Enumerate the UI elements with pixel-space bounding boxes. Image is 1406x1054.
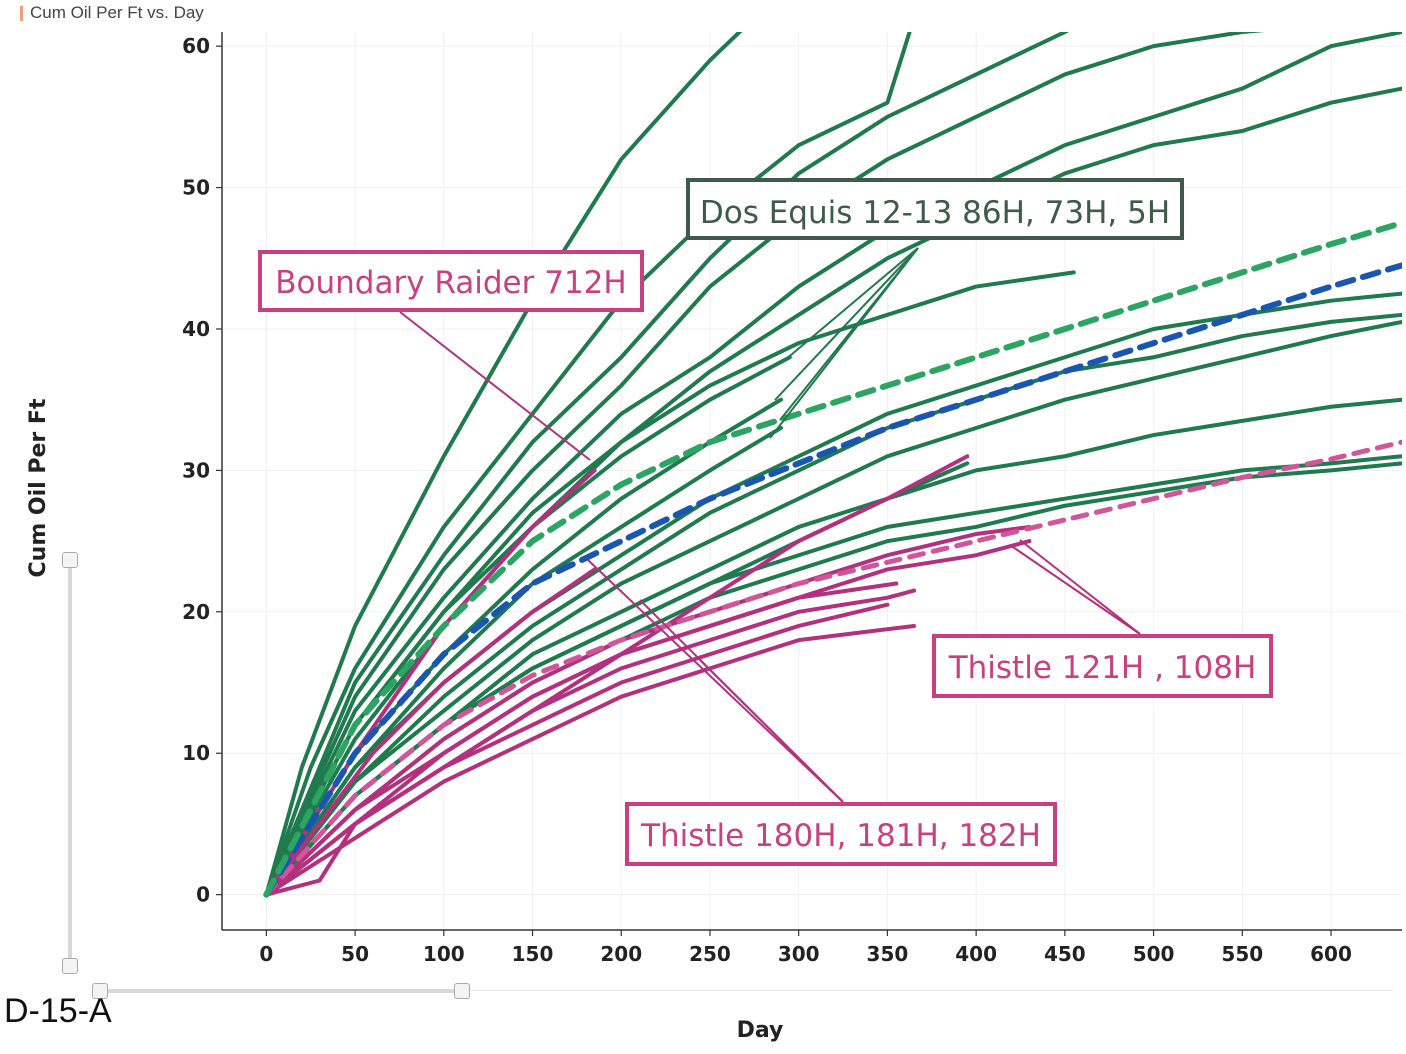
document-id: D-15-A: [4, 992, 112, 1030]
callout-dos-equis: Dos Equis 12-13 86H, 73H, 5H: [686, 178, 1184, 240]
green-type-curve: [263, 219, 1402, 898]
x-tick-label: 350: [867, 942, 909, 966]
y-tick-label: 10: [182, 741, 210, 765]
x-tick-label: 400: [955, 942, 997, 966]
x-slider-rail: [463, 990, 1393, 991]
callout-leader-line: [1009, 544, 1141, 635]
x-tick-label: 250: [689, 942, 731, 966]
callout-leader-line: [769, 247, 919, 439]
x-tick-label: 500: [1133, 942, 1175, 966]
y-slider-bottom-handle[interactable]: [62, 958, 78, 974]
callout-thistle-121-108: Thistle 121H , 108H: [932, 634, 1273, 698]
blue-type-curve: [263, 262, 1402, 898]
x-axis-label: Day: [737, 1018, 784, 1043]
callout-thistle-180-182: Thistle 180H, 181H, 182H: [625, 802, 1057, 866]
x-tick-label: 100: [423, 942, 465, 966]
magenta-well-line: [264, 623, 917, 897]
magenta-well-line: [264, 567, 597, 897]
green-well-line: [264, 32, 1402, 897]
y-axis-label: Cum Oil Per Ft: [26, 398, 51, 577]
y-tick-label: 20: [182, 600, 210, 624]
y-tick-label: 0: [196, 883, 210, 907]
y-tick-label: 60: [182, 34, 210, 58]
y-tick-label: 50: [182, 176, 210, 200]
x-tick-label: 550: [1221, 942, 1263, 966]
chart-title: Cum Oil Per Ft vs. Day: [30, 3, 204, 22]
title-marker: [20, 6, 23, 21]
green-well-line: [264, 32, 1070, 897]
x-tick-label: 600: [1310, 942, 1352, 966]
green-well-line: [264, 319, 1402, 897]
x-tick-label: 150: [512, 942, 554, 966]
callout-leader-line: [784, 247, 919, 361]
callout-boundary-raider: Boundary Raider 712H: [258, 250, 644, 312]
x-tick-label: 300: [778, 942, 820, 966]
y-slider-top-handle[interactable]: [62, 552, 78, 568]
x-tick-label: 450: [1044, 942, 1086, 966]
pink-type-curve: [263, 439, 1402, 898]
callout-leader-line: [774, 247, 919, 401]
x-axis-range-slider[interactable]: [98, 989, 463, 993]
x-tick-label: 50: [341, 942, 369, 966]
magenta-well-line: [264, 602, 890, 897]
green-well-line: [264, 32, 743, 897]
y-tick-label: 40: [182, 317, 210, 341]
callout-leader-line: [699, 659, 844, 803]
magenta-well-line: [264, 581, 899, 897]
green-well-line: [264, 270, 1076, 897]
x-tick-label: 200: [600, 942, 642, 966]
callout-leader-line: [1019, 539, 1141, 635]
callout-leader-line: [399, 311, 591, 461]
y-axis-range-slider[interactable]: [68, 560, 72, 965]
green-well-line: [264, 312, 1402, 897]
x-tick-label: 0: [259, 942, 273, 966]
y-tick-label: 30: [182, 458, 210, 482]
callout-leader-line: [587, 559, 844, 803]
green-well-line: [264, 32, 912, 897]
x-slider-left-handle[interactable]: [92, 983, 108, 999]
x-slider-right-handle[interactable]: [454, 983, 470, 999]
